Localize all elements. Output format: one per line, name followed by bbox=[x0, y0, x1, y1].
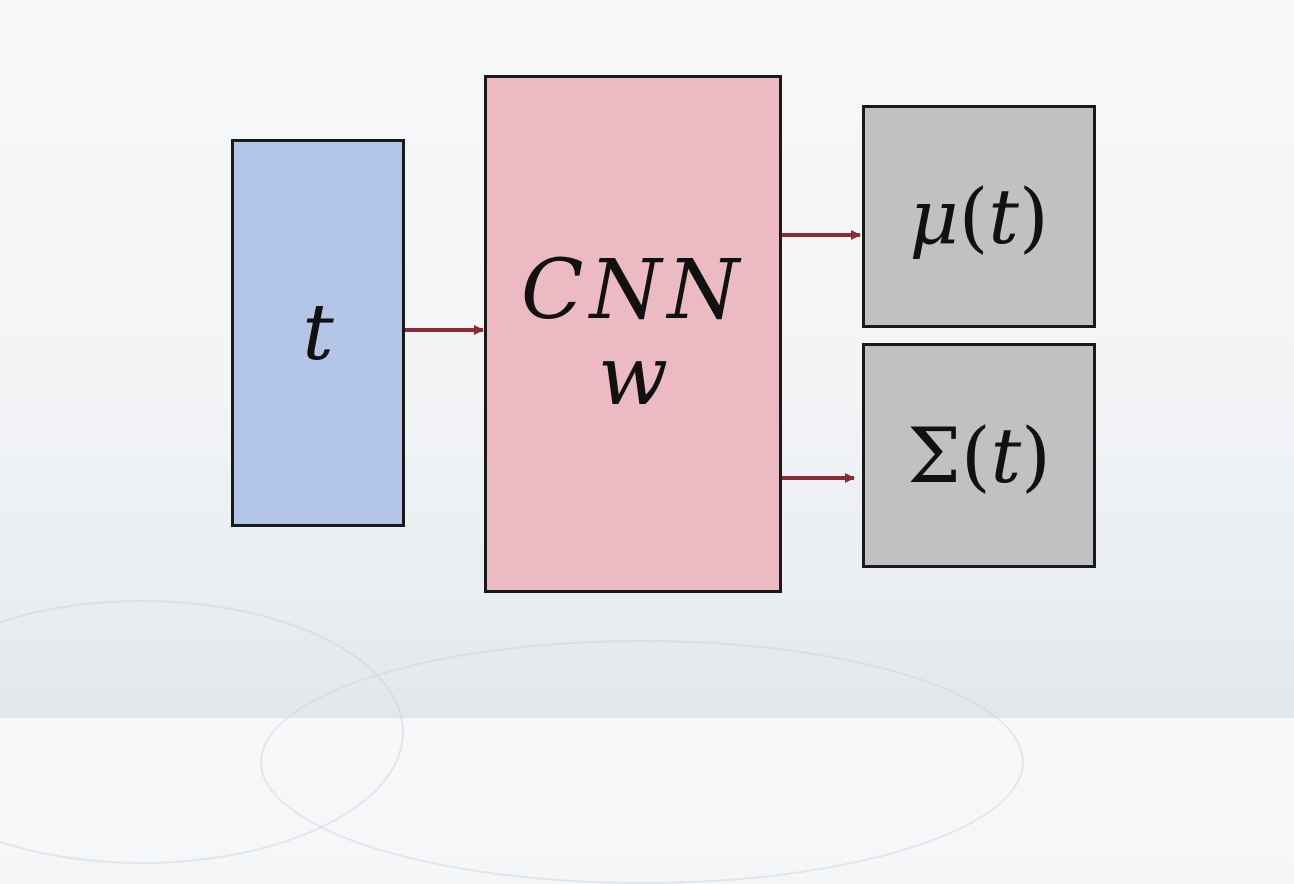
cnn-title: CNN bbox=[520, 242, 746, 338]
mu-output-label: μ(t) bbox=[909, 178, 1048, 255]
sigma-symbol: Σ bbox=[907, 410, 961, 500]
cnn-box: CNN w bbox=[484, 75, 782, 593]
arrows-layer bbox=[405, 230, 861, 483]
mu-output-box: μ(t) bbox=[862, 105, 1096, 328]
input-t-box: t bbox=[231, 139, 405, 527]
sigma-close-paren: ) bbox=[1021, 410, 1051, 500]
mu-symbol: μ bbox=[909, 171, 959, 261]
mu-close-paren: ) bbox=[1018, 171, 1049, 261]
input-t-label: t bbox=[302, 288, 334, 378]
mu-open-paren: ( bbox=[958, 171, 989, 261]
sigma-open-paren: ( bbox=[960, 410, 991, 500]
sigma-output-box: Σ(t) bbox=[862, 343, 1096, 568]
cnn-weights-label: w bbox=[597, 329, 669, 424]
mu-var: t bbox=[988, 171, 1019, 261]
sigma-output-label: Σ(t) bbox=[907, 417, 1051, 494]
sigma-var: t bbox=[990, 410, 1022, 500]
